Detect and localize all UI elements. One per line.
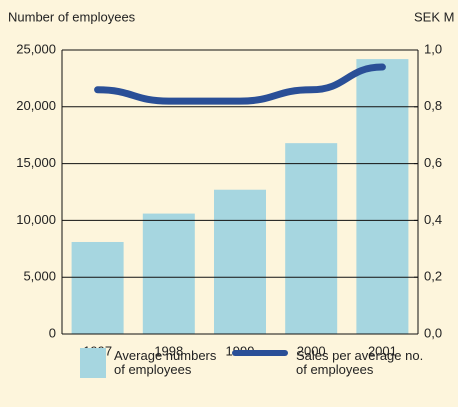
bar — [285, 143, 338, 334]
y-tick-label: 10,000 — [16, 212, 56, 227]
y2-tick-label: 0,2 — [424, 269, 442, 284]
y2-tick-label: 1,0 — [424, 41, 442, 56]
x-tick-label: 1998 — [154, 343, 183, 358]
legend-swatch-bar — [80, 348, 106, 378]
bar — [214, 189, 266, 334]
y-tick-label: 5,000 — [23, 269, 56, 284]
y-tick-label: 20,000 — [16, 98, 56, 113]
x-tick-label: 2000 — [297, 343, 326, 358]
y-tick-label: 0 — [49, 325, 56, 340]
y2-axis-label: SEK M — [414, 9, 454, 24]
y2-tick-label: 0,8 — [424, 98, 442, 113]
legend-swatch-line — [232, 350, 288, 356]
line — [94, 63, 386, 105]
bar — [71, 241, 124, 334]
y-axis-label: Number of employees — [8, 9, 136, 24]
legend-label: Average numbers of employees — [114, 348, 217, 377]
y2-tick-label: 0,4 — [424, 212, 442, 227]
y-tick-label: 15,000 — [16, 155, 56, 170]
legend-label: Sales per average no. of employees — [296, 348, 424, 377]
x-tick-label: 2001 — [368, 343, 397, 358]
y2-tick-label: 0,0 — [424, 325, 442, 340]
bar — [142, 213, 195, 334]
y-tick-label: 25,000 — [16, 41, 56, 56]
bar — [356, 59, 409, 334]
y2-tick-label: 0,6 — [424, 155, 442, 170]
